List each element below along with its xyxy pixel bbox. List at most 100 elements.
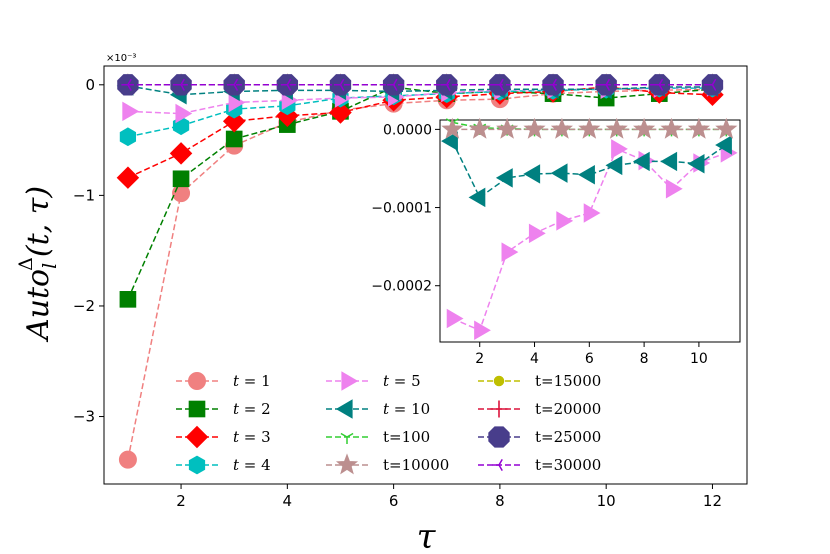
inset-data-point <box>446 308 464 329</box>
inset-x-tick-label: 10 <box>690 351 708 367</box>
data-point <box>172 184 191 203</box>
inset-data-point <box>660 151 678 172</box>
inset-data-point <box>583 203 601 223</box>
legend-label: t=20000 <box>535 400 601 418</box>
data-point <box>118 450 137 469</box>
data-point <box>280 78 292 91</box>
legend-marker <box>188 455 206 475</box>
data-point <box>599 78 611 91</box>
legend-label: t = 2 <box>233 400 271 418</box>
main-y-ticks: 0 −1 −2 −3 <box>73 76 104 426</box>
legend-label: t = 1 <box>233 372 271 390</box>
y-axis-label-main: Auto <box>21 269 56 343</box>
legend-marker <box>490 400 508 418</box>
svg-text:AutolΔ(t, τ): AutolΔ(t, τ) <box>15 186 61 343</box>
data-point <box>175 103 193 124</box>
data-point <box>493 78 504 91</box>
y-axis-label-superscript: Δ <box>15 257 37 271</box>
legend-item: t=100 <box>326 428 430 446</box>
data-point <box>172 170 190 188</box>
data-point <box>440 78 451 91</box>
legend-marker <box>340 432 354 444</box>
x-tick-label: 2 <box>176 492 186 510</box>
inset-data-point <box>715 135 732 155</box>
legend-item: t = 10 <box>326 399 430 419</box>
inset-x-tick-label: 4 <box>530 351 539 367</box>
inset-data-point <box>495 168 513 188</box>
data-point <box>119 291 137 308</box>
inset-x-ticks: 2 4 6 8 10 <box>475 342 708 367</box>
inset-data-point <box>523 117 546 139</box>
legend-item: t = 4 <box>176 455 271 475</box>
inset-data-point <box>578 117 601 139</box>
main-x-ticks: 2 4 6 8 10 12 <box>176 484 722 510</box>
inset-y-ticks: 0.0000 −0.0001 −0.0002 <box>371 122 440 295</box>
y-axis-label: AutolΔ(t, τ) <box>15 186 61 343</box>
legend-marker <box>493 375 505 387</box>
x-tick-label: 8 <box>495 492 505 510</box>
inset-data-point <box>523 164 541 184</box>
inset-data-point <box>474 320 491 341</box>
legend: t = 1 t = 2 t = 3 t = 4 t = 5 t = 10 t=100 t=10… <box>176 371 601 475</box>
inset-y-tick-label: −0.0002 <box>371 279 432 295</box>
series-line <box>127 86 713 179</box>
data-point <box>122 101 140 122</box>
data-point <box>387 78 398 91</box>
legend-marker <box>341 371 359 391</box>
inset-data-point <box>550 163 568 183</box>
y-axis-label-subscript: l <box>39 263 61 269</box>
data-point <box>174 78 185 91</box>
legend-item: t = 5 <box>326 371 421 391</box>
y-tick-label: −1 <box>73 186 95 204</box>
legend-marker <box>335 399 353 419</box>
data-point <box>546 78 557 91</box>
inset-data-point <box>611 139 628 159</box>
x-tick-label: 12 <box>703 492 722 510</box>
x-tick-label: 6 <box>389 492 399 510</box>
inset-data-point <box>468 117 491 139</box>
data-point <box>116 166 140 189</box>
legend-marker <box>188 372 206 390</box>
inset-data-point <box>441 117 464 139</box>
inset-series-t-10 <box>441 131 732 208</box>
data-point <box>169 142 193 165</box>
data-point <box>333 78 345 91</box>
inset-data-point <box>550 117 573 139</box>
legend-item: t=15000 <box>478 372 601 390</box>
legend-item: t=25000 <box>478 426 601 448</box>
data-point <box>227 78 239 91</box>
inset-series-t-10000 <box>441 117 738 139</box>
data-point <box>329 101 352 124</box>
inset-data-point <box>687 117 710 139</box>
y-tick-label: 0 <box>85 76 95 94</box>
inset-data-point <box>496 117 519 139</box>
inset-data-point <box>665 179 683 199</box>
legend-item: t = 3 <box>176 425 271 449</box>
inset-series-line <box>452 147 727 332</box>
y-tick-label: −2 <box>73 297 95 315</box>
inset-data-point <box>501 242 519 262</box>
legend-label: t = 10 <box>383 400 430 418</box>
legend-label: t=15000 <box>535 372 601 390</box>
legend-marker <box>488 426 510 448</box>
legend-label: t = 4 <box>233 456 271 474</box>
inset-y-tick-label: 0.0000 <box>383 122 432 138</box>
inset-data-point <box>556 211 574 231</box>
legend-label: t=100 <box>383 428 430 446</box>
y-axis-label-args: (t, τ) <box>21 186 56 257</box>
inset-data-point <box>715 117 738 139</box>
legend-label: t=30000 <box>535 456 601 474</box>
inset-data-point <box>528 223 546 244</box>
legend-label: t = 5 <box>383 372 421 390</box>
inset-series <box>441 117 738 341</box>
inset-axes: 2 4 6 8 10 0.0000 −0.0001 −0.0002 <box>371 117 741 367</box>
inset-x-tick-label: 6 <box>585 351 594 367</box>
series-t-30000 <box>121 78 717 91</box>
inset-data-point <box>605 117 628 139</box>
x-tick-label: 4 <box>283 492 293 510</box>
data-point <box>119 127 137 147</box>
legend-marker <box>188 400 206 418</box>
inset-data-point <box>687 154 705 174</box>
inset-x-tick-label: 8 <box>640 351 649 367</box>
